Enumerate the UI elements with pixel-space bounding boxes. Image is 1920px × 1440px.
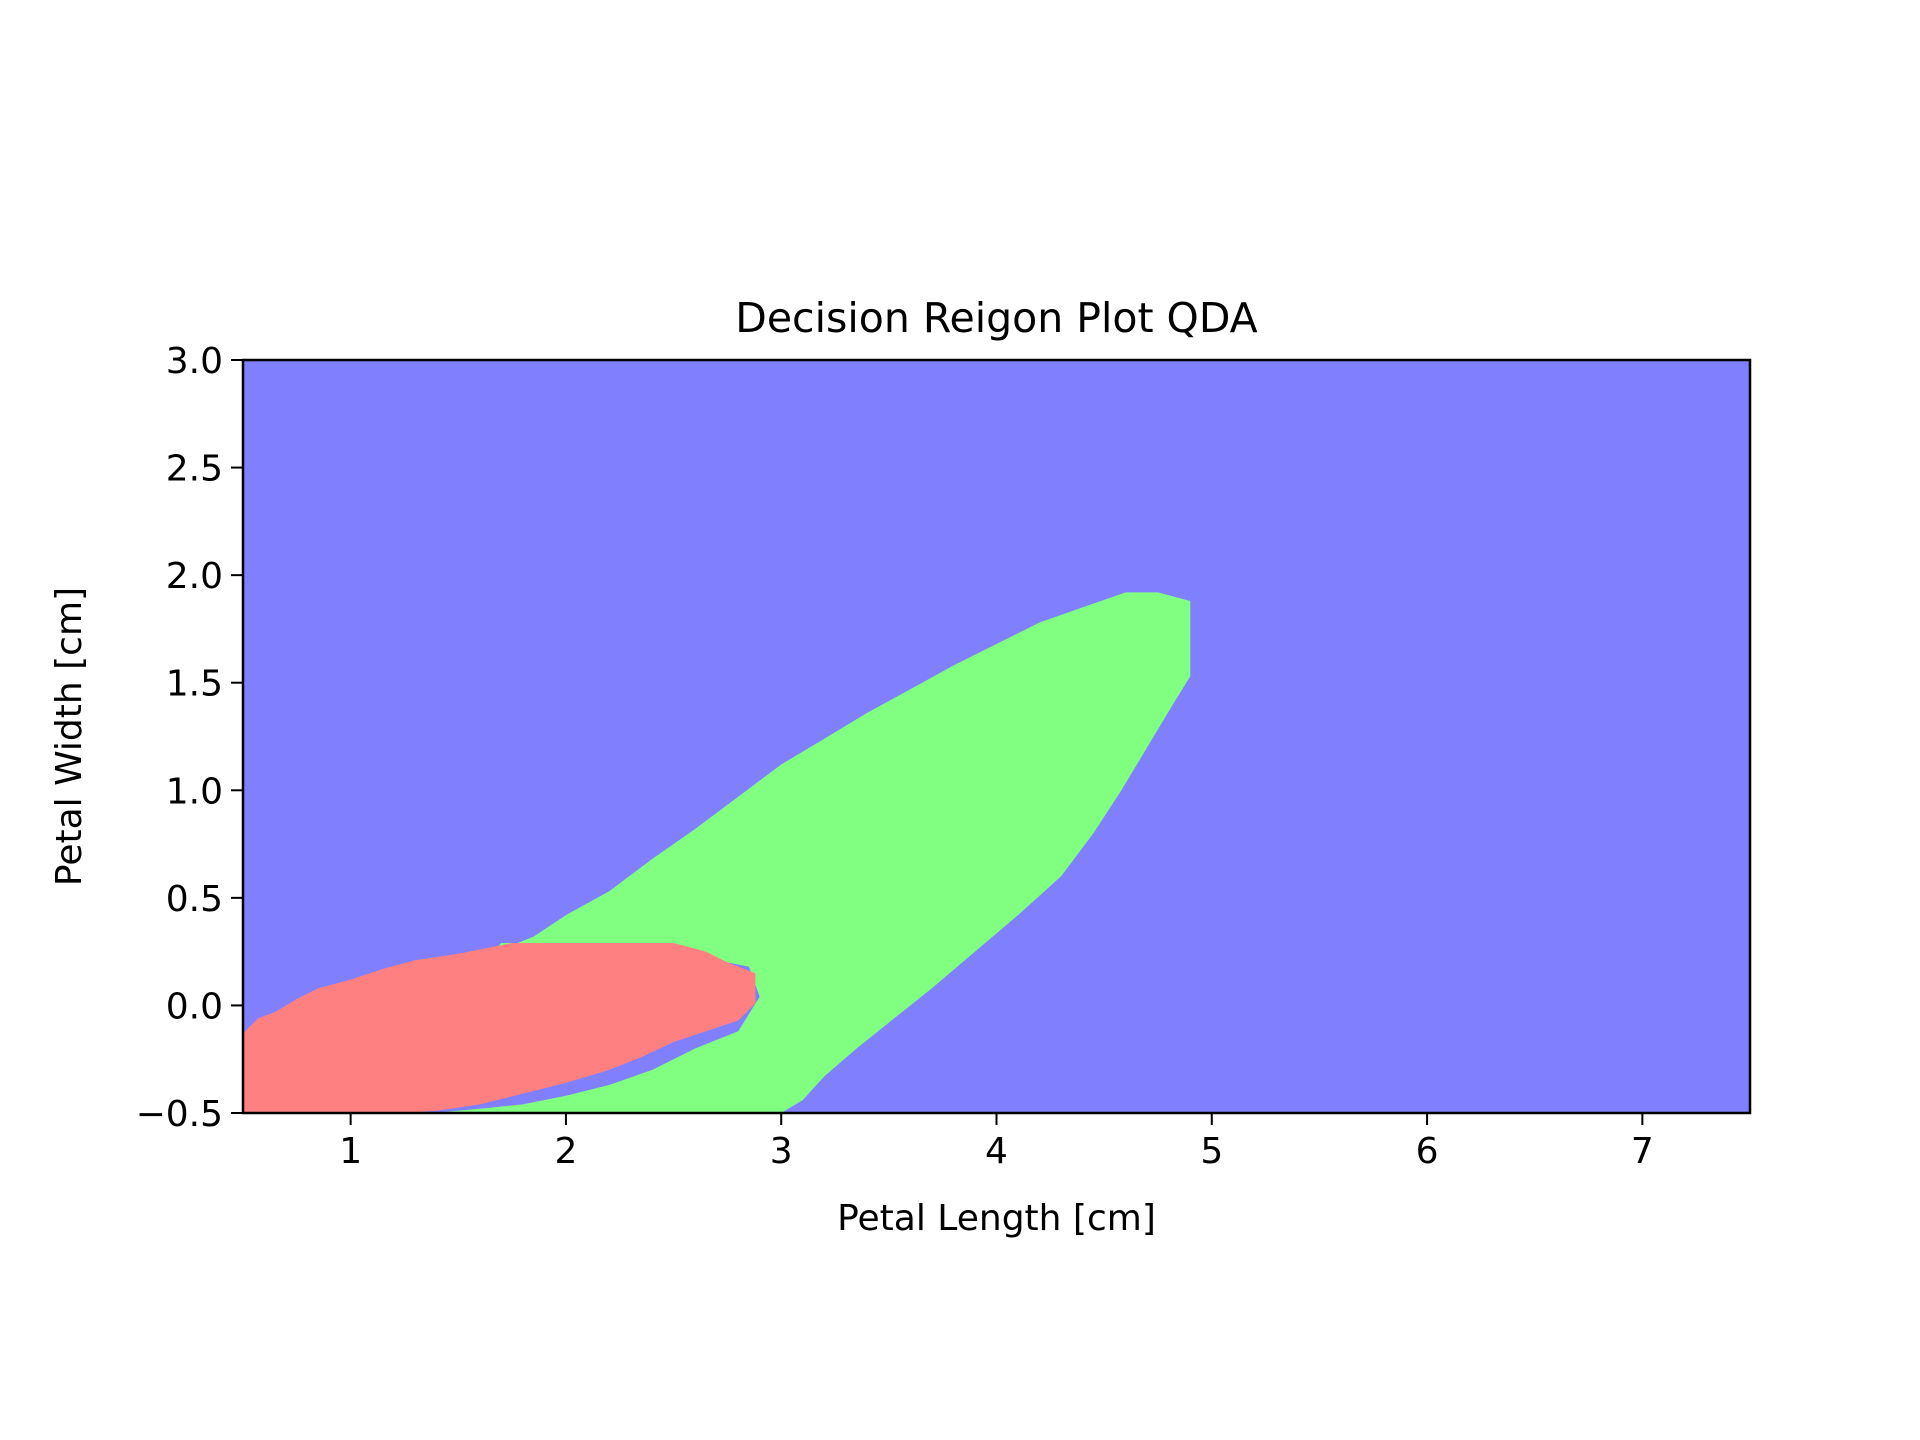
y-tick-label: 1.0 [166, 771, 223, 812]
y-axis-label: Petal Width [cm] [49, 587, 90, 886]
y-tick-label: 2.5 [166, 449, 223, 490]
x-tick-label: 4 [985, 1131, 1008, 1172]
plot-regions [243, 360, 1750, 1113]
x-tick-label: 1 [339, 1131, 362, 1172]
x-tick-label: 5 [1200, 1131, 1223, 1172]
x-tick-label: 6 [1416, 1131, 1439, 1172]
y-axis-ticks: −0.5 0.0 0.5 1.0 1.5 2.0 2.5 3.0 [136, 341, 243, 1135]
region-red [243, 943, 756, 1113]
x-axis-label: Petal Length [cm] [837, 1198, 1156, 1239]
y-tick-label: −0.5 [136, 1094, 223, 1135]
region-green [432, 592, 1191, 1113]
x-tick-label: 2 [554, 1131, 577, 1172]
x-tick-label: 3 [770, 1131, 793, 1172]
y-tick-label: 3.0 [166, 341, 223, 382]
y-tick-label: 1.5 [166, 664, 223, 705]
y-tick-label: 2.0 [166, 556, 223, 597]
y-tick-label: 0.0 [166, 986, 223, 1027]
chart-title: Decision Reigon Plot QDA [735, 294, 1257, 342]
x-axis-ticks: 1 2 3 4 5 6 7 [339, 1113, 1654, 1172]
x-tick-label: 7 [1631, 1131, 1654, 1172]
y-tick-label: 0.5 [166, 879, 223, 920]
